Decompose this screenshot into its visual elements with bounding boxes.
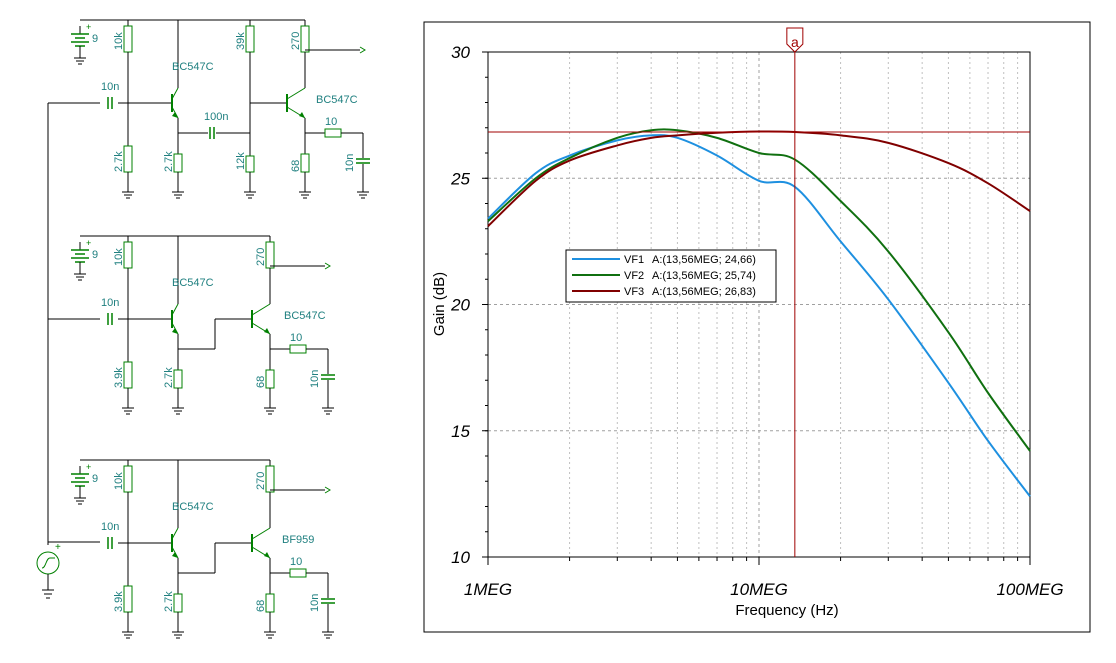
signal-source-icon: + bbox=[36, 542, 61, 599]
transistor-q2-label: BC547C bbox=[284, 310, 326, 322]
y-axis-title: Gain (dB) bbox=[431, 272, 448, 336]
output-terminal-icon bbox=[359, 46, 366, 54]
legend-series-value: A:(13,56MEG; 26,83) bbox=[652, 286, 756, 298]
resistor-label: 10k bbox=[113, 32, 125, 50]
resistor-label: 2.7k bbox=[163, 367, 175, 388]
legend-series-name: VF2 bbox=[624, 270, 644, 282]
resistor-label: 12k bbox=[235, 152, 247, 170]
ticks: 10 15 20 25 30 1MEG 10MEG 100MEG bbox=[450, 43, 1063, 599]
resistor-label: 10 bbox=[290, 556, 302, 568]
supply-voltage-label: 9 bbox=[92, 473, 98, 485]
resistor-label: 3.9k bbox=[113, 591, 125, 612]
transistor-q1-label: BC547C bbox=[172, 277, 214, 289]
resistor-label: 270 bbox=[290, 32, 302, 50]
transistor-q2-label: BC547C bbox=[316, 94, 358, 106]
chart-frame bbox=[423, 21, 1091, 633]
series-vf2-line bbox=[487, 128, 1031, 452]
capacitor-label: 10n bbox=[101, 521, 119, 533]
resistor-label: 2.7k bbox=[113, 151, 125, 172]
legend: VF1 A:(13,56MEG; 24,66) VF2 A:(13,56MEG; 25… bbox=[565, 249, 777, 303]
resistor-label: 68 bbox=[255, 600, 267, 612]
capacitor-label: 10n bbox=[309, 594, 321, 612]
series-vf1-line bbox=[487, 134, 1031, 498]
amplifier-circuit-2: +9 10k 10n 3.9k BC547C 2.7k BC547C 270 68 10 10n bbox=[71, 235, 335, 415]
svg-text:+: + bbox=[86, 238, 91, 248]
capacitor-label: 10n bbox=[101, 81, 119, 93]
cursor[interactable]: a bbox=[488, 27, 1030, 557]
x-tick-label: 10MEG bbox=[730, 580, 788, 599]
svg-text:+: + bbox=[86, 22, 91, 32]
resistor-label: 39k bbox=[235, 32, 247, 50]
output-terminal-icon bbox=[324, 262, 331, 270]
transistor-q1-label: BC547C bbox=[172, 61, 214, 73]
resistor-label: 10k bbox=[113, 472, 125, 490]
capacitor-label: 100n bbox=[204, 111, 228, 123]
y-tick-label: 20 bbox=[450, 296, 470, 315]
resistor-label: 2.7k bbox=[163, 151, 175, 172]
legend-series-name: VF1 bbox=[624, 254, 644, 266]
legend-series-value: A:(13,56MEG; 25,74) bbox=[652, 270, 756, 282]
supply-voltage-label: 9 bbox=[92, 249, 98, 261]
legend-series-value: A:(13,56MEG; 24,66) bbox=[652, 254, 756, 266]
cursor-label: a bbox=[791, 34, 799, 50]
schematic-panel: + +9 10k 10n 2.7k BC547C 2.7k 100n 39k 12k BC547C… bbox=[36, 19, 370, 639]
y-tick-label: 15 bbox=[451, 422, 470, 441]
transistor-q1-label: BC547C bbox=[172, 501, 214, 513]
capacitor-label: 10n bbox=[309, 370, 321, 388]
supply-voltage-label: 9 bbox=[92, 33, 98, 45]
resistor-label: 3.9k bbox=[113, 367, 125, 388]
y-tick-label: 10 bbox=[451, 548, 470, 567]
legend-series-name: VF3 bbox=[624, 286, 644, 298]
resistor-label: 10k bbox=[113, 248, 125, 266]
svg-text:+: + bbox=[55, 542, 61, 553]
x-tick-label: 100MEG bbox=[996, 580, 1063, 599]
resistor-label: 270 bbox=[255, 472, 267, 490]
resistor-label: 10 bbox=[290, 332, 302, 344]
svg-text:+: + bbox=[86, 462, 91, 472]
x-tick-label: 1MEG bbox=[464, 580, 512, 599]
resistor-label: 2.7k bbox=[163, 591, 175, 612]
capacitor-label: 10n bbox=[344, 154, 356, 172]
resistor-label: 10 bbox=[325, 116, 337, 128]
amplifier-circuit-3: +9 10k 10n 3.9k BC547C 2.7k BF959 270 68 10 10n bbox=[71, 459, 335, 639]
output-terminal-icon bbox=[324, 486, 331, 494]
resistor-label: 68 bbox=[255, 376, 267, 388]
capacitor-label: 10n bbox=[101, 297, 119, 309]
amplifier-circuit-1: +9 10k 10n 2.7k BC547C 2.7k 100n 39k 12k BC547C 27… bbox=[71, 19, 370, 199]
resistor-label: 68 bbox=[290, 160, 302, 172]
cursor-marker-icon bbox=[786, 27, 804, 53]
y-tick-label: 25 bbox=[450, 169, 470, 188]
transistor-q2-label: BF959 bbox=[282, 534, 314, 546]
resistor-label: 270 bbox=[255, 248, 267, 266]
y-tick-label: 30 bbox=[451, 43, 470, 62]
x-axis-title: Frequency (Hz) bbox=[735, 602, 838, 619]
